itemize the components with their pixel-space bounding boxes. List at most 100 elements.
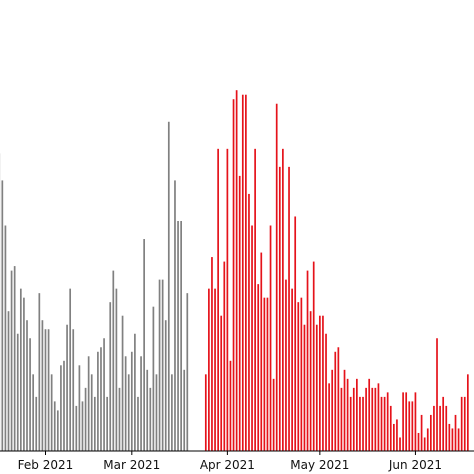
bar-s0-63 [183,369,186,451]
bar-s1-2 [211,257,213,451]
bar-s0-6 [7,311,10,451]
bar-s0-53 [152,306,155,451]
bar-s1-82 [457,428,460,451]
bar-s1-74 [433,405,435,451]
bar-s0-34 [93,396,96,451]
bar-s1-46 [346,378,349,451]
bars-group [0,90,469,452]
bar-s1-27 [288,166,290,451]
bar-s1-60 [389,405,392,451]
bar-s0-35 [97,351,99,451]
bar-s1-53 [368,378,371,451]
bar-s0-5 [4,225,7,451]
bar-s1-75 [436,338,438,451]
bar-s1-84 [463,396,466,451]
bar-s0-26 [69,288,72,451]
bar-s0-31 [84,387,87,451]
bar-s0-47 [134,333,136,451]
bar-s0-22 [56,410,59,451]
bar-s1-26 [285,279,287,451]
bar-s1-37 [319,315,321,451]
bar-s1-52 [365,387,367,451]
bar-s1-69 [417,432,420,451]
bar-s1-79 [448,423,451,451]
bar-s1-21 [269,225,272,451]
x-tick-label-1: Mar 2021 [103,458,160,472]
bar-s1-16 [254,148,256,451]
bar-s1-8 [229,360,232,451]
bar-s0-8 [13,266,16,451]
bar-s1-12 [241,94,244,452]
bar-s1-28 [291,288,293,451]
bar-s0-52 [149,387,152,451]
bar-s0-50 [143,239,145,451]
bar-s1-25 [282,148,284,451]
bar-s1-76 [439,405,441,451]
bar-s1-38 [322,315,324,451]
bar-s1-20 [266,297,269,451]
bar-s0-18 [44,329,47,451]
bar-s0-15 [35,396,38,451]
bar-s1-36 [315,324,318,451]
bar-s1-55 [374,387,377,451]
bar-s1-3 [214,288,216,451]
bar-s1-57 [380,396,383,451]
bar-s1-40 [328,383,330,451]
bar-s1-23 [275,103,278,451]
bar-s0-55 [158,279,161,451]
bar-s1-10 [235,90,238,451]
bar-s1-78 [445,405,448,451]
bar-s0-7 [10,270,13,451]
bar-s0-13 [29,338,31,451]
bar-s1-22 [272,378,275,451]
bar-s1-35 [312,261,315,451]
bar-s1-39 [325,333,327,451]
bar-s1-70 [420,414,423,451]
bar-s1-54 [371,387,374,451]
bar-s0-64 [186,293,189,451]
bar-s1-41 [331,369,334,451]
bar-s1-33 [306,270,309,451]
bar-s1-67 [411,401,414,451]
bar-s1-72 [426,428,429,451]
bar-s0-19 [47,329,50,451]
bar-s0-37 [103,338,105,451]
bar-s1-24 [278,166,281,451]
bar-s0-12 [26,320,28,451]
bar-s1-34 [309,311,312,451]
bar-s1-45 [343,369,346,451]
bar-s0-46 [130,351,133,451]
bar-s1-62 [396,419,398,451]
bar-s1-0 [204,374,207,451]
bar-s1-7 [226,148,229,451]
bar-s0-51 [146,369,149,451]
bar-s0-44 [124,356,127,451]
bar-s1-47 [349,396,352,451]
bar-s1-68 [414,392,417,451]
bar-s1-5 [220,315,223,451]
bar-s0-57 [164,320,167,451]
bar-s1-30 [297,302,300,451]
bar-s0-59 [171,374,173,451]
bar-s0-30 [81,401,84,451]
bar-s1-14 [248,193,250,451]
bar-s1-66 [408,401,411,451]
bar-s1-18 [260,252,263,451]
bar-s0-61 [177,220,179,451]
bar-s0-45 [127,374,130,451]
bar-s1-44 [340,387,343,451]
x-tick-label-0: Feb 2021 [18,458,74,472]
bar-s1-63 [399,437,401,451]
bar-s1-61 [393,423,395,451]
bar-s1-58 [383,396,386,451]
bar-s1-29 [294,216,297,451]
bar-s1-17 [257,284,260,451]
bar-s0-38 [106,396,108,451]
bar-s0-36 [100,347,102,451]
bar-s0-32 [87,356,90,451]
bar-s1-56 [377,383,380,451]
bar-s0-60 [174,180,176,451]
bar-s1-48 [352,387,355,451]
